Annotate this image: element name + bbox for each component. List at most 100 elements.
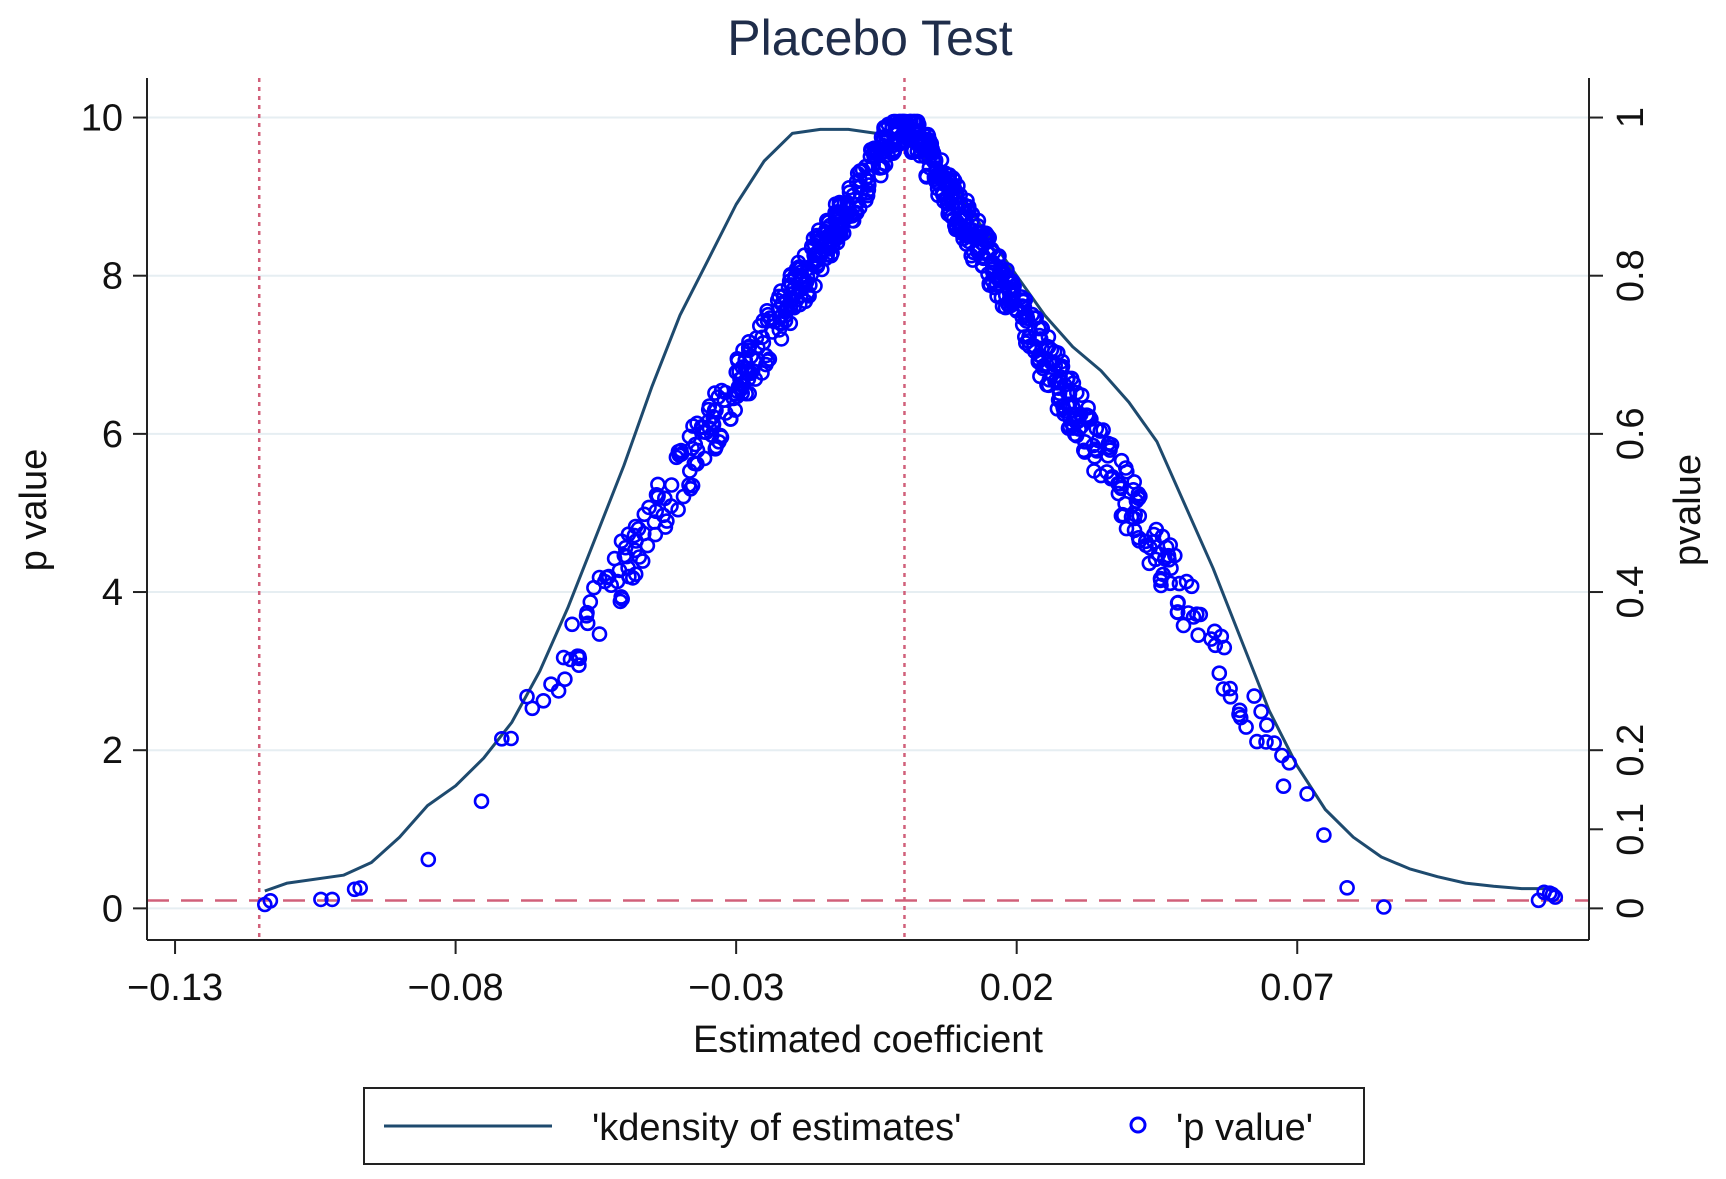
p-value-point — [503, 730, 519, 747]
p-value-point — [1275, 778, 1292, 795]
legend: 'kdensity of estimates' 'p value' — [363, 1087, 1365, 1165]
p-value-point — [928, 160, 944, 176]
p-value-point — [519, 688, 535, 705]
p-value-point — [877, 140, 893, 157]
p-value-point — [1052, 360, 1069, 376]
p-value-point — [696, 450, 713, 467]
left-y-tick-label-1: 2 — [102, 730, 123, 772]
p-value-point — [958, 228, 975, 244]
gridlines — [147, 116, 1589, 910]
p-value-point — [1547, 889, 1564, 905]
p-value-point — [626, 527, 643, 544]
p-value-point — [988, 276, 1004, 293]
p-value-point — [1101, 439, 1118, 456]
p-value-point — [713, 429, 730, 445]
p-value-point — [655, 507, 672, 524]
right-y-tick-label-3: 0.4 — [1610, 566, 1652, 619]
p-value-point — [1064, 415, 1080, 432]
p-value-point — [705, 416, 722, 433]
p-value-point — [1232, 709, 1249, 726]
p-value-point — [578, 607, 595, 624]
p-value-point — [1033, 319, 1050, 336]
p-value-point — [1113, 480, 1129, 497]
legend-p-value-marker — [1129, 1116, 1147, 1134]
p-value-point — [854, 162, 871, 178]
p-value-point — [862, 148, 879, 165]
p-value-point — [952, 187, 969, 203]
p-value-point — [1126, 474, 1142, 490]
p-value-point — [1031, 351, 1047, 368]
p-value-point — [729, 353, 746, 369]
p-value-point — [352, 880, 369, 896]
p-value-point — [1274, 747, 1290, 764]
p-value-point — [807, 246, 823, 263]
reference-lines — [147, 78, 1589, 940]
x-axis-title: Estimated coefficient — [693, 1019, 1043, 1061]
p-value-point — [773, 283, 789, 299]
p-value-point — [1169, 595, 1186, 611]
p-value-point — [827, 196, 844, 212]
p-value-point — [543, 676, 559, 693]
right-y-tick-label-5: 0.8 — [1610, 249, 1652, 302]
p-value-point — [1169, 604, 1186, 621]
left-y-tick-label-3: 6 — [102, 414, 123, 456]
p-value-point — [473, 793, 490, 810]
p-value-point — [1056, 377, 1073, 393]
p-value-point — [557, 671, 573, 688]
p-value-point — [1339, 879, 1355, 896]
p-value-point — [420, 851, 437, 868]
p-value-point — [1118, 460, 1134, 476]
plot-region — [147, 78, 1589, 940]
p-value-point — [908, 113, 925, 130]
x-axis-ticks: −0.13 −0.08 −0.03 0.02 0.07 — [127, 940, 1334, 1009]
p-value-point — [313, 891, 329, 908]
p-value-point — [1002, 272, 1019, 289]
p-value-point — [934, 187, 951, 203]
p-value-point — [684, 477, 701, 494]
p-value-point — [1154, 528, 1171, 545]
p-value-point — [1067, 426, 1083, 443]
p-value-point — [1544, 886, 1561, 903]
p-value-point — [1031, 327, 1048, 344]
p-value-point — [1056, 406, 1072, 422]
p-value-point — [1253, 703, 1269, 720]
p-value-point — [620, 560, 636, 576]
left-y-axis-ticks: 0 2 4 6 8 10 — [81, 98, 147, 930]
p-value-point — [824, 245, 840, 261]
p-value-point — [591, 626, 608, 642]
p-value-point — [1021, 328, 1037, 345]
p-value-point — [878, 131, 895, 147]
x-tick-label-2: −0.03 — [688, 967, 784, 1009]
p-value-point — [993, 289, 1010, 306]
p-value-point — [944, 178, 961, 195]
p-value-point — [675, 488, 692, 505]
p-value-point — [782, 299, 799, 315]
right-y-tick-label-4: 0.6 — [1610, 407, 1652, 460]
p-value-point — [641, 499, 657, 516]
p-value-point — [1138, 537, 1154, 554]
p-value-point — [1085, 437, 1101, 454]
p-value-point — [794, 268, 810, 285]
p-value-point — [1039, 376, 1055, 393]
right-y-axis-title: pvalue — [1667, 454, 1709, 566]
x-tick-label-3: 0.02 — [980, 967, 1054, 1009]
p-value-point — [730, 379, 747, 396]
p-value-point — [1093, 467, 1109, 484]
p-value-point — [1049, 374, 1066, 391]
p-value-point — [830, 229, 847, 246]
p-value-point — [822, 217, 839, 234]
p-value-point — [647, 526, 664, 543]
p-value-point — [535, 692, 552, 709]
p-value-point — [634, 553, 651, 569]
p-value-point — [916, 133, 933, 150]
p-value-point — [918, 167, 934, 184]
p-value-point — [1167, 547, 1183, 564]
p-value-point — [1222, 680, 1238, 697]
p-value-point — [806, 255, 822, 271]
p-value-point — [1178, 573, 1195, 590]
p-value-point — [852, 186, 869, 202]
p-value-point — [796, 276, 813, 292]
p-value-point — [950, 178, 966, 194]
p-value-point — [262, 892, 279, 909]
